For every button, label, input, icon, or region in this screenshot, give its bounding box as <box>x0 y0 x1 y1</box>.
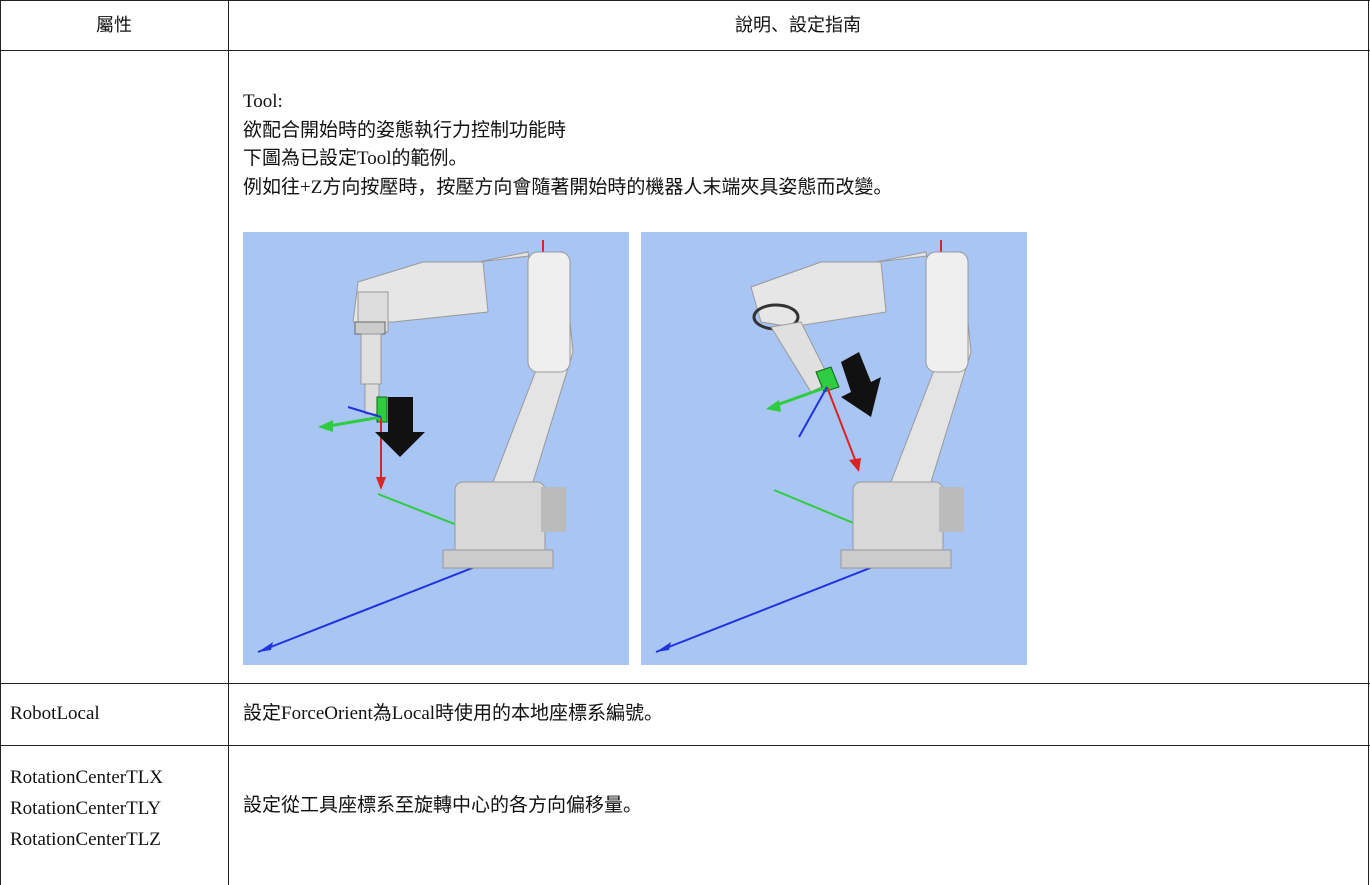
description: Tool: 欲配合開始時的姿態執行力控制功能時 下圖為已設定Tool的範例。 例… <box>243 88 892 202</box>
header-cell: 屬性 <box>96 15 132 36</box>
border <box>0 50 1370 51</box>
border <box>0 0 1 885</box>
border <box>228 0 229 885</box>
robot-image <box>243 232 629 665</box>
property: RotationCenterTLX RotationCenterTLY Rota… <box>10 762 163 855</box>
border <box>1368 0 1369 885</box>
text-line: 欲配合開始時的姿態執行力控制功能時 <box>243 119 567 141</box>
border <box>0 745 1370 746</box>
robot-image <box>641 232 1027 665</box>
description: 設定ForceOrient為Local時使用的本地座標系編號。 <box>243 703 664 724</box>
text-line: RotationCenterTLZ <box>10 829 161 850</box>
property: RobotLocal <box>10 703 100 724</box>
header-cell: 說明、設定指南 <box>735 15 861 36</box>
text-line: RotationCenterTLY <box>10 798 162 819</box>
description: 設定從工具座標系至旋轉中心的各方向偏移量。 <box>243 795 643 816</box>
border <box>0 683 1370 684</box>
text-line: 例如往+Z方向按壓時，按壓方向會隨著開始時的機器人末端夾具姿態而改變。 <box>243 176 893 198</box>
border <box>0 0 1370 1</box>
text-line: RotationCenterTLX <box>10 767 164 788</box>
text-line: Tool: <box>243 91 283 112</box>
text-line: 下圖為已設定Tool的範例。 <box>243 148 468 169</box>
